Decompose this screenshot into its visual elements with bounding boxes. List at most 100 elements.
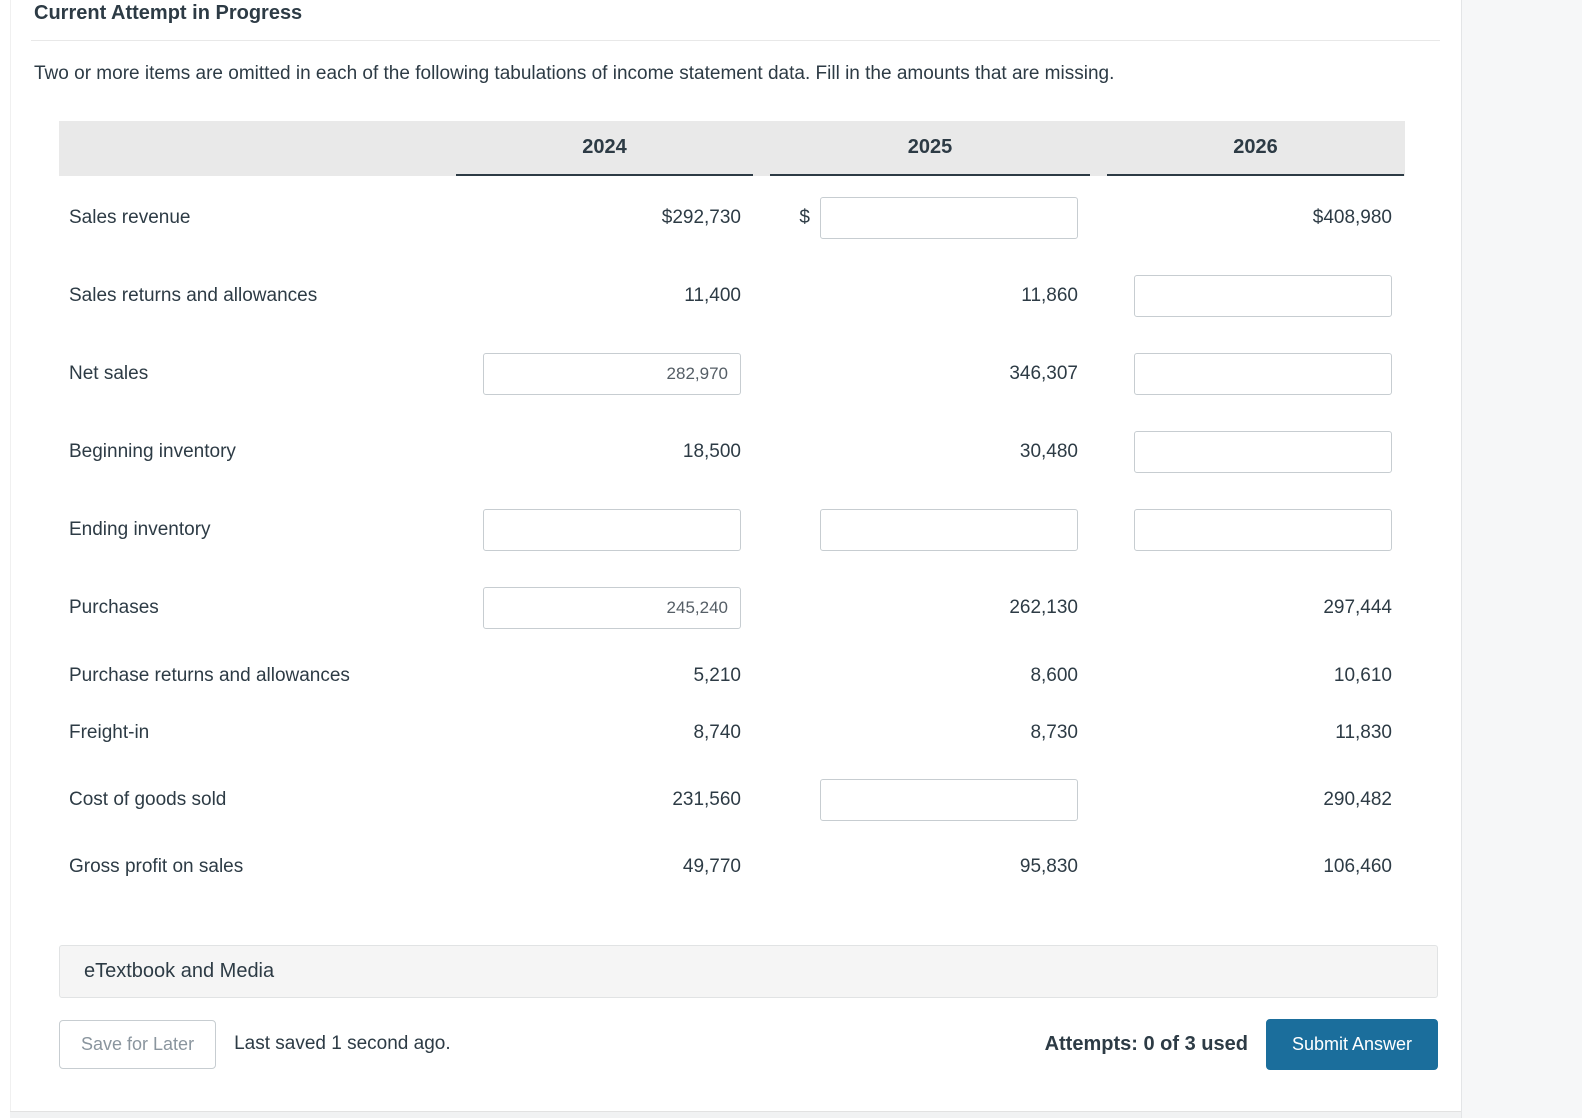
table-row: Sales returns and allowances 11,400 11,860	[59, 274, 1405, 318]
table-cell: 231,560	[456, 789, 753, 811]
header-spacer-cell	[59, 121, 439, 176]
table-cell: 8,730	[770, 722, 1090, 744]
table-cell: 30,480	[770, 441, 1090, 463]
amount-text: 346,307	[1009, 362, 1078, 384]
row-label: Sales revenue	[69, 206, 191, 228]
amount-input[interactable]	[483, 508, 741, 551]
table-cell: 8,600	[770, 665, 1090, 687]
question-instruction: Two or more items are omitted in each of…	[34, 63, 1115, 84]
row-label: Cost of goods sold	[69, 788, 227, 810]
amount-text: 297,444	[1323, 596, 1392, 618]
etextbook-label: eTextbook and Media	[84, 959, 275, 982]
amount-text: 290,482	[1323, 788, 1392, 810]
table-cell: 5,210	[456, 665, 753, 687]
year-header-2025: 2025	[770, 121, 1090, 176]
table-cell: $292,730	[456, 207, 753, 229]
table-cell: 106,460	[1107, 856, 1404, 878]
amount-text: 106,460	[1323, 855, 1392, 877]
table-cell: 11,400	[456, 285, 753, 307]
table-row: Ending inventory	[59, 508, 1405, 552]
bottom-margin-strip	[10, 1111, 1461, 1118]
row-label: Gross profit on sales	[69, 855, 244, 877]
save-for-later-button[interactable]: Save for Later	[59, 1019, 217, 1069]
amount-input[interactable]	[1134, 430, 1392, 473]
amount-input[interactable]	[820, 778, 1078, 821]
amount-input[interactable]	[1134, 274, 1392, 317]
last-saved-text: Last saved 1 second ago.	[234, 1033, 451, 1055]
table-cell	[1107, 274, 1404, 317]
submit-answer-button[interactable]: Submit Answer	[1265, 1018, 1438, 1070]
amount-input[interactable]	[1134, 508, 1392, 551]
table-cell: 95,830	[770, 856, 1090, 878]
table-cell: $	[770, 196, 1090, 239]
row-label: Freight-in	[69, 721, 150, 743]
amount-text: 11,400	[684, 284, 741, 306]
table-row: Purchase returns and allowances 5,210 8,60…	[59, 654, 1405, 698]
footer-left-group: Save for Later Last saved 1 second ago.	[59, 1019, 451, 1069]
dollar-sign-prefix: $	[799, 206, 810, 228]
table-cell: 297,444	[1107, 597, 1404, 619]
amount-text: 262,130	[1009, 596, 1078, 618]
year-header-2026: 2026	[1107, 121, 1404, 176]
row-label: Ending inventory	[69, 518, 211, 540]
right-margin-strip	[1461, 0, 1582, 1118]
row-label: Purchases	[69, 596, 159, 618]
amount-text: $408,980	[1312, 206, 1392, 228]
table-cell	[1107, 352, 1404, 395]
amount-text: 8,730	[1030, 721, 1078, 743]
table-cell	[456, 508, 753, 551]
amount-text: 49,770	[682, 855, 741, 877]
table-row: Sales revenue $292,730 $ $408,980	[59, 196, 1405, 240]
table-cell	[1107, 508, 1404, 551]
amount-input[interactable]	[483, 352, 741, 395]
amount-text: 95,830	[1019, 855, 1078, 877]
amount-text: 18,500	[682, 440, 741, 462]
heading-divider	[31, 40, 1440, 41]
table-cell	[456, 586, 753, 629]
row-label: Net sales	[69, 362, 149, 384]
year-header-2024: 2024	[456, 121, 753, 176]
table-row: Purchases 262,130 297,444	[59, 586, 1405, 630]
table-cell: 8,740	[456, 722, 753, 744]
table-cell: 18,500	[456, 441, 753, 463]
amount-input[interactable]	[820, 508, 1078, 551]
row-label: Purchase returns and allowances	[69, 664, 350, 686]
table-cell	[770, 508, 1090, 551]
table-cell	[456, 352, 753, 395]
amount-text: 5,210	[693, 664, 741, 686]
row-label: Beginning inventory	[69, 440, 236, 462]
table-row: Beginning inventory 18,500 30,480	[59, 430, 1405, 474]
amount-input[interactable]	[820, 196, 1078, 239]
amount-text: 30,480	[1019, 440, 1078, 462]
table-cell: 11,860	[770, 285, 1090, 307]
table-cell	[770, 778, 1090, 821]
table-cell: 262,130	[770, 597, 1090, 619]
table-cell: $408,980	[1107, 207, 1404, 229]
question-panel: Current Attempt in Progress Two or more …	[10, 0, 1460, 1112]
amount-text: 11,830	[1335, 721, 1392, 743]
attempt-status-heading: Current Attempt in Progress	[34, 2, 303, 24]
table-row: Net sales 346,307	[59, 352, 1405, 396]
amount-input[interactable]	[483, 586, 741, 629]
amount-text: 8,740	[693, 721, 741, 743]
income-table-body: Sales revenue $292,730 $ $408,980 Sales retu…	[59, 176, 1405, 889]
amount-text: 231,560	[672, 788, 741, 810]
table-cell: 10,610	[1107, 665, 1404, 687]
table-cell: 290,482	[1107, 789, 1404, 811]
attempt-footer: Save for Later Last saved 1 second ago. …	[59, 1018, 1438, 1070]
income-statement-table: 2024 2025 2026 Sales revenue $292,730 $ $40…	[59, 120, 1405, 889]
table-row: Freight-in 8,740 8,730 11,830	[59, 711, 1405, 755]
row-label: Sales returns and allowances	[69, 284, 318, 306]
table-row: Gross profit on sales 49,770 95,830 106,460	[59, 845, 1405, 889]
table-row: Cost of goods sold 231,560 290,482	[59, 778, 1405, 822]
amount-text: 11,860	[1021, 284, 1078, 306]
footer-right-group: Attempts: 0 of 3 used Submit Answer	[1044, 1018, 1438, 1070]
table-header-row: 2024 2025 2026	[59, 120, 1405, 176]
etextbook-and-media-section[interactable]: eTextbook and Media	[59, 944, 1438, 998]
table-cell: 346,307	[770, 363, 1090, 385]
attempts-counter: Attempts: 0 of 3 used	[1044, 1032, 1248, 1055]
table-cell: 49,770	[456, 856, 753, 878]
amount-text: 8,600	[1030, 664, 1078, 686]
amount-input[interactable]	[1134, 352, 1392, 395]
